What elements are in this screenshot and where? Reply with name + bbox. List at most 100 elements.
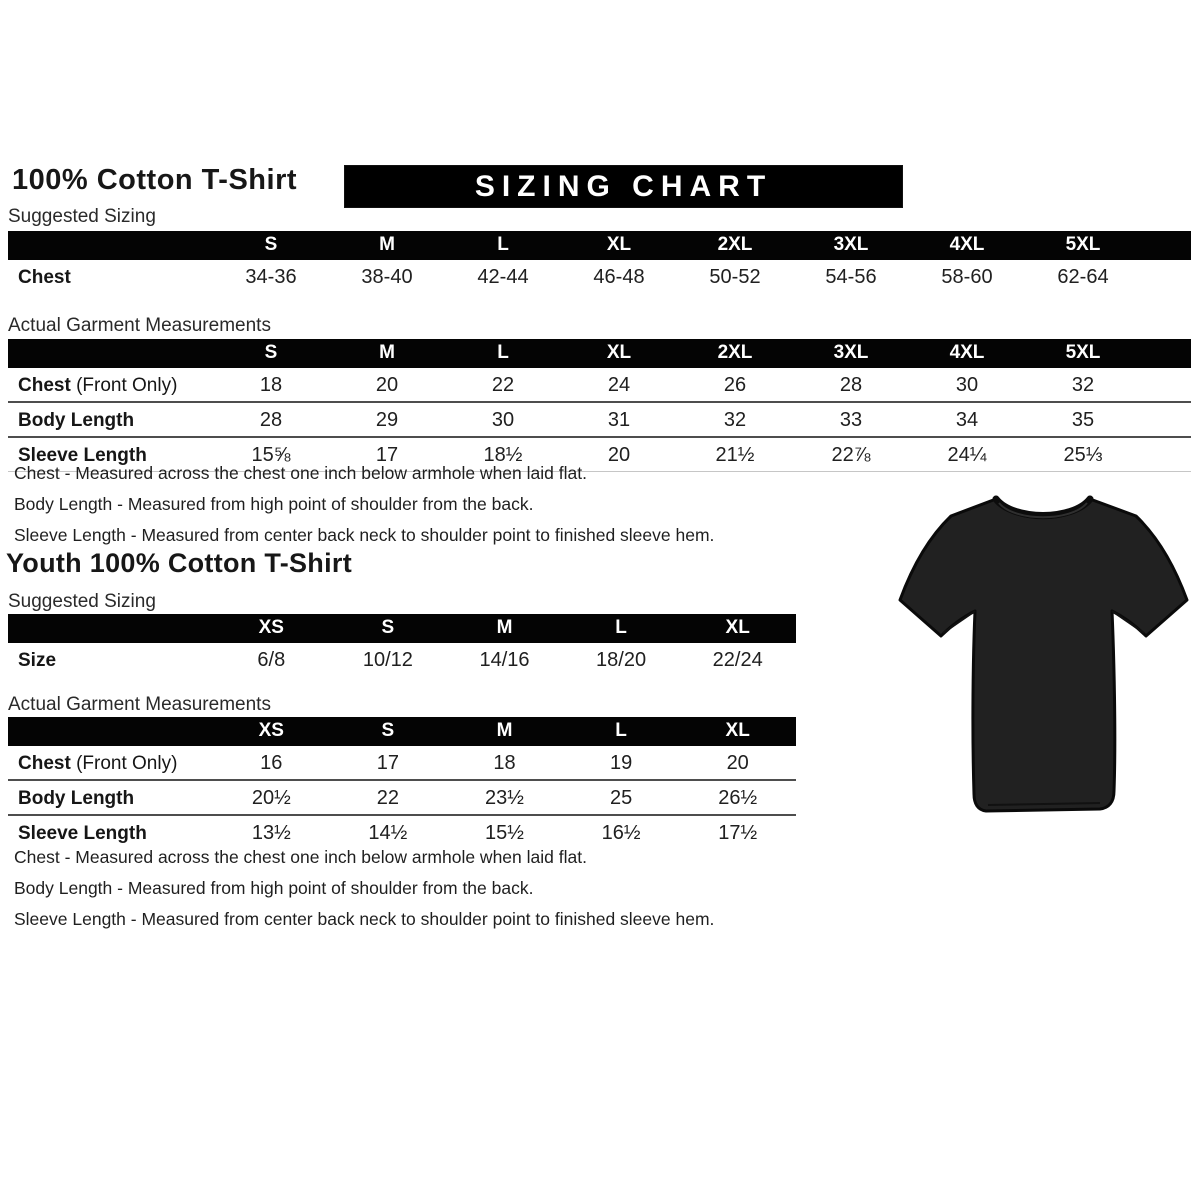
youth-suggested-table: XS S M L XL Size 6/8 10/12 14/16 18/20 2…	[8, 614, 796, 676]
value-cell: 6/8	[257, 649, 286, 671]
size-header: XL	[679, 614, 796, 643]
header-spacer	[8, 231, 213, 260]
size-header: M	[329, 339, 445, 368]
value-cell: 26½	[679, 780, 796, 816]
value-cell: 14½	[368, 822, 408, 844]
value-cell: 17	[329, 437, 445, 472]
adult-chest-front-row: Chest (Front Only) 18 20 22 24 26 28 30 …	[8, 368, 1191, 403]
size-header: M	[446, 717, 563, 746]
value-cell: 17	[329, 746, 447, 781]
size-header: XS	[213, 717, 330, 746]
value-cell: 10/12	[362, 649, 413, 671]
row-label: Sleeve Length	[8, 437, 213, 472]
value-cell: 32	[1025, 368, 1141, 403]
header-spacer	[1141, 339, 1191, 368]
size-header: L	[562, 717, 680, 746]
value-cell: 35	[1025, 402, 1141, 438]
size-header: M	[329, 231, 445, 260]
youth-size-row: Size 6/8 10/12 14/16 18/20 22/24	[8, 643, 796, 676]
note-body-length: Body Length - Measured from high point o…	[14, 878, 534, 898]
value-cell: 20½	[213, 780, 330, 816]
value-cell: 29	[329, 402, 445, 438]
size-header: 5XL	[1025, 339, 1141, 368]
row-label: Chest (Front Only)	[8, 746, 213, 781]
value-cell: 18½	[445, 437, 561, 472]
value-cell: 20	[679, 746, 796, 781]
size-header: XL	[561, 231, 677, 260]
value-cell: 16	[213, 746, 330, 781]
value-cell: 26	[677, 368, 793, 403]
row-label: Chest (Front Only)	[8, 368, 213, 403]
tshirt-image	[898, 495, 1189, 813]
size-header: M	[446, 614, 563, 643]
size-header: 2XL	[677, 231, 793, 260]
value-cell: 15½	[485, 822, 524, 844]
youth-chest-front-row: Chest (Front Only) 16 17 18 19 20	[8, 746, 796, 781]
header-spacer	[8, 614, 213, 643]
adult-sleeve-length-row: Sleeve Length 15⅝ 17 18½ 20 21½ 22⅞ 24¼ …	[8, 437, 1191, 472]
value-cell: 23½	[446, 780, 563, 816]
value-cell: 38-40	[361, 266, 413, 288]
note-chest: Chest - Measured across the chest one in…	[14, 847, 587, 867]
adult-measurement-notes: Chest - Measured across the chest one in…	[14, 458, 714, 551]
note-sleeve-length: Sleeve Length - Measured from center bac…	[14, 909, 715, 929]
size-header: 3XL	[793, 231, 909, 260]
value-cell: 19	[562, 746, 680, 781]
value-cell: 25⅓	[1025, 437, 1141, 472]
value-cell: 24¼	[909, 437, 1025, 472]
youth-actual-table: XS S M L XL Chest (Front Only) 16 17 18 …	[8, 717, 796, 849]
sizing-chart-banner-label: SIZING CHART	[474, 169, 773, 203]
size-header: 3XL	[793, 339, 909, 368]
youth-actual-heading: Actual Garment Measurements	[8, 694, 271, 715]
size-header: XL	[679, 717, 796, 746]
row-label: Sleeve Length	[18, 822, 147, 844]
size-header: 5XL	[1025, 231, 1141, 260]
size-header: 4XL	[909, 231, 1025, 260]
value-cell: 58-60	[941, 266, 993, 288]
value-cell: 50-52	[709, 266, 761, 288]
size-header: XL	[561, 339, 677, 368]
size-header: 2XL	[677, 339, 793, 368]
value-cell: 20	[329, 368, 445, 403]
row-label: Body Length	[8, 402, 213, 438]
header-spacer	[8, 339, 213, 368]
value-cell: 18/20	[596, 649, 647, 671]
value-cell: 34-36	[245, 266, 297, 288]
adult-suggested-header-row: S M L XL 2XL 3XL 4XL 5XL	[8, 231, 1191, 260]
size-header: S	[329, 717, 447, 746]
value-cell: 28	[793, 368, 909, 403]
youth-suggested-heading: Suggested Sizing	[8, 591, 156, 612]
note-body-length: Body Length - Measured from high point o…	[14, 494, 534, 514]
size-header: L	[445, 339, 561, 368]
youth-suggested-header-row: XS S M L XL	[8, 614, 796, 643]
youth-sleeve-length-row: Sleeve Length 13½ 14½ 15½ 16½ 17½	[8, 815, 796, 849]
value-cell: 30	[909, 368, 1025, 403]
value-cell: 17½	[718, 822, 758, 844]
adult-actual-header-row: S M L XL 2XL 3XL 4XL 5XL	[8, 339, 1191, 368]
value-cell: 22	[329, 780, 447, 816]
value-cell: 22	[445, 368, 561, 403]
value-cell: 34	[909, 402, 1025, 438]
adult-suggested-table: S M L XL 2XL 3XL 4XL 5XL Chest 34-36 38-…	[8, 231, 1191, 293]
row-label: Chest	[18, 266, 71, 288]
value-cell: 20	[561, 437, 677, 472]
size-header: L	[445, 231, 561, 260]
value-cell: 24	[561, 368, 677, 403]
value-cell: 18	[446, 746, 563, 781]
value-cell: 25	[562, 780, 680, 816]
size-header: L	[562, 614, 680, 643]
spacer-cell	[1141, 437, 1191, 472]
value-cell: 16½	[601, 822, 641, 844]
adult-title: 100% Cotton T-Shirt	[12, 164, 298, 196]
value-cell: 33	[793, 402, 909, 438]
spacer-cell	[1141, 260, 1191, 293]
row-label: Body Length	[8, 780, 213, 816]
youth-title: Youth 100% Cotton T-Shirt	[6, 548, 352, 578]
header-spacer	[8, 717, 213, 746]
sizing-chart-banner: SIZING CHART	[345, 166, 902, 207]
adult-actual-heading: Actual Garment Measurements	[8, 315, 271, 336]
youth-body-length-row: Body Length 20½ 22 23½ 25 26½	[8, 780, 796, 816]
value-cell: 28	[213, 402, 329, 438]
value-cell: 13½	[251, 822, 291, 844]
value-cell: 22⅞	[793, 437, 909, 472]
